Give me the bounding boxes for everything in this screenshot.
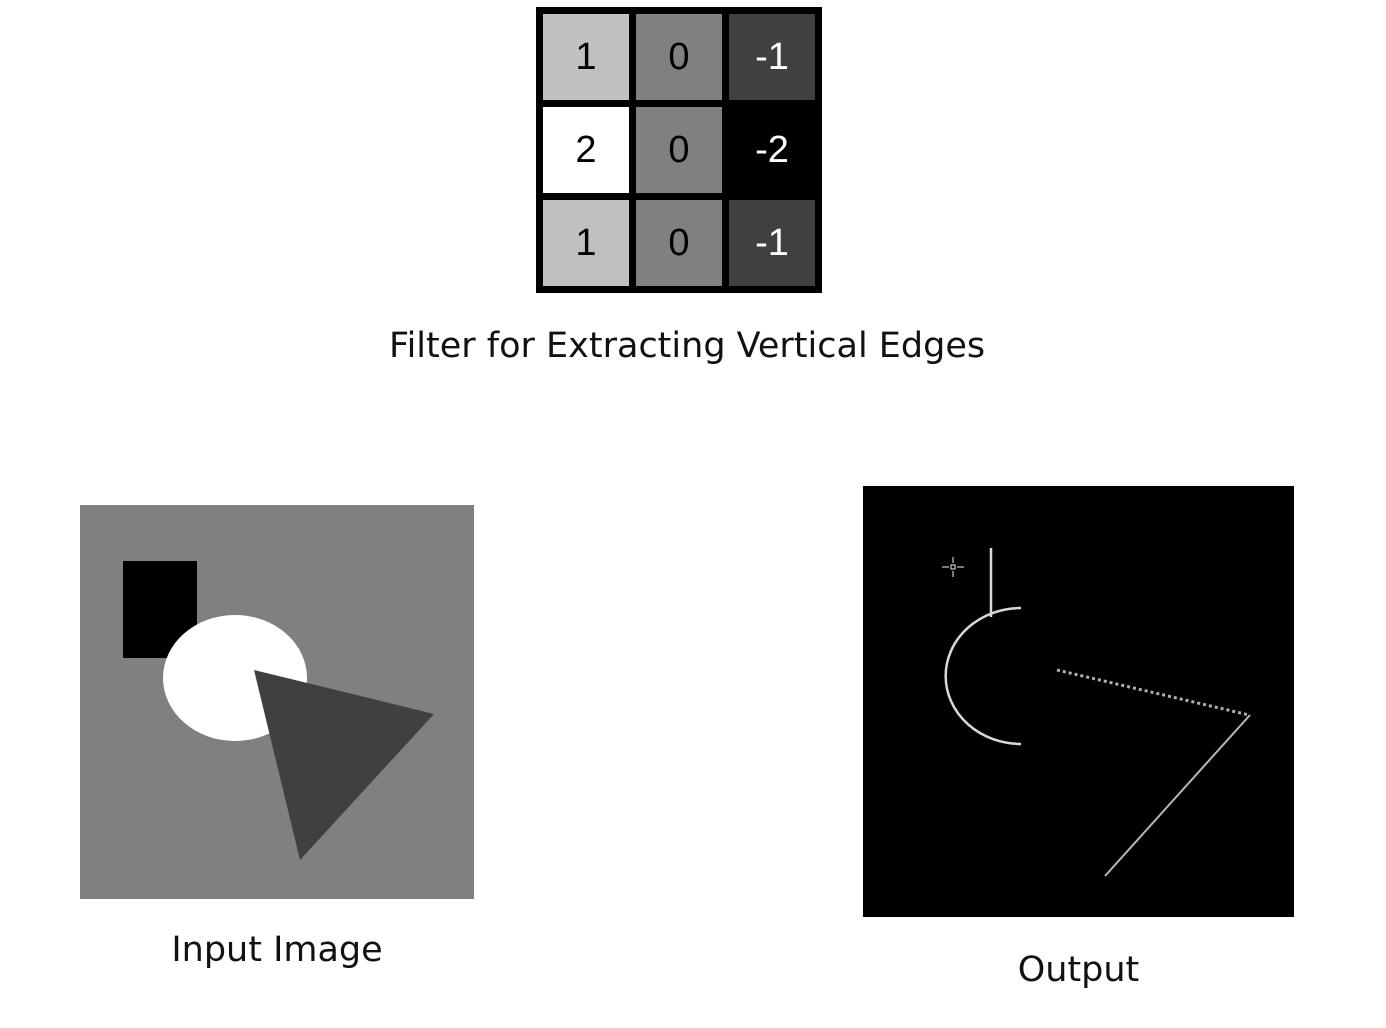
gray-triangle-shape bbox=[254, 670, 434, 860]
kernel-cell-value: 2 bbox=[575, 128, 597, 171]
ellipse-left-edge bbox=[944, 606, 1022, 746]
kernel-cell-r1c2: 0 bbox=[636, 14, 722, 100]
kernel-cell-r1c3: -1 bbox=[729, 14, 815, 100]
filter-kernel-grid: 1 0 -1 2 0 -2 1 0 -1 bbox=[536, 7, 822, 293]
kernel-cell-r2c2: 0 bbox=[636, 107, 722, 193]
kernel-cell-r2c3: -2 bbox=[729, 107, 815, 193]
kernel-cell-value: -2 bbox=[755, 128, 789, 171]
kernel-cell-r2c1: 2 bbox=[543, 107, 629, 193]
triangle-top-edge bbox=[1056, 668, 1250, 717]
kernel-cell-r3c2: 0 bbox=[636, 200, 722, 286]
triangle-right-edge bbox=[1104, 714, 1251, 877]
kernel-cell-value: 0 bbox=[668, 128, 690, 171]
output-image-background bbox=[863, 486, 1294, 917]
kernel-cell-r1c1: 1 bbox=[543, 14, 629, 100]
kernel-cell-value: 0 bbox=[668, 221, 690, 264]
input-image-caption: Input Image bbox=[171, 930, 383, 970]
kernel-cell-r3c3: -1 bbox=[729, 200, 815, 286]
output-image bbox=[863, 486, 1294, 917]
kernel-cell-r3c1: 1 bbox=[543, 200, 629, 286]
filter-caption: Filter for Extracting Vertical Edges bbox=[389, 326, 986, 366]
kernel-cell-value: 0 bbox=[668, 35, 690, 78]
kernel-cell-value: 1 bbox=[575, 221, 597, 264]
kernel-cell-value: -1 bbox=[755, 221, 789, 264]
output-caption: Output bbox=[1017, 950, 1140, 990]
kernel-cell-value: 1 bbox=[575, 35, 597, 78]
kernel-cell-value: -1 bbox=[755, 35, 789, 78]
crosshair-cursor-icon bbox=[942, 557, 964, 577]
input-image bbox=[80, 505, 474, 899]
